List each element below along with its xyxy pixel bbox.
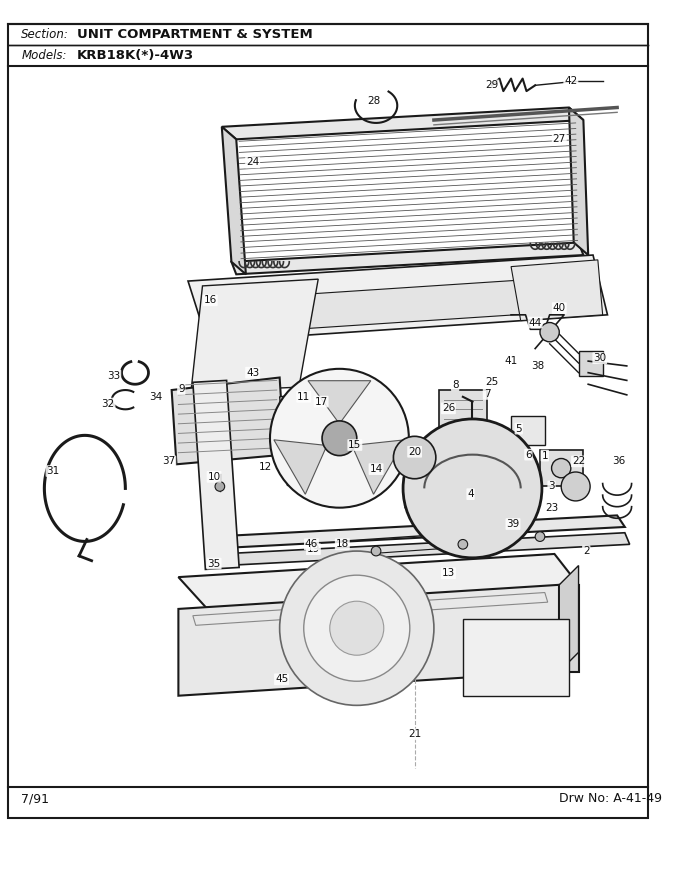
Text: 19: 19 bbox=[307, 544, 320, 554]
Text: 10: 10 bbox=[207, 472, 220, 481]
Text: 2: 2 bbox=[583, 546, 590, 556]
Text: 14: 14 bbox=[369, 464, 383, 474]
Text: 32: 32 bbox=[101, 399, 115, 409]
Circle shape bbox=[551, 458, 571, 478]
Text: 17: 17 bbox=[314, 397, 328, 407]
Text: 12: 12 bbox=[258, 462, 272, 473]
Circle shape bbox=[403, 419, 542, 558]
Circle shape bbox=[270, 368, 409, 507]
Text: 7/91: 7/91 bbox=[21, 792, 49, 805]
Polygon shape bbox=[178, 585, 559, 696]
Text: 25: 25 bbox=[485, 377, 498, 387]
Text: 40: 40 bbox=[553, 303, 566, 313]
Polygon shape bbox=[220, 533, 630, 565]
Circle shape bbox=[371, 546, 381, 556]
Text: 7: 7 bbox=[483, 389, 490, 399]
Text: 38: 38 bbox=[532, 361, 545, 371]
Text: 42: 42 bbox=[564, 77, 577, 86]
Text: 21: 21 bbox=[408, 729, 421, 740]
Polygon shape bbox=[559, 565, 579, 672]
Text: 37: 37 bbox=[162, 457, 175, 466]
Text: 23: 23 bbox=[545, 503, 558, 513]
Text: 3: 3 bbox=[548, 481, 555, 491]
Text: 6: 6 bbox=[525, 449, 532, 459]
Text: 8: 8 bbox=[452, 380, 458, 390]
Circle shape bbox=[279, 551, 434, 706]
Polygon shape bbox=[178, 554, 579, 609]
Text: 44: 44 bbox=[528, 318, 542, 328]
Text: UNIT COMPARTMENT & SYSTEM: UNIT COMPARTMENT & SYSTEM bbox=[77, 28, 313, 41]
Text: 35: 35 bbox=[207, 559, 221, 569]
Polygon shape bbox=[212, 276, 588, 334]
Circle shape bbox=[394, 436, 436, 479]
Polygon shape bbox=[569, 108, 588, 255]
Text: 30: 30 bbox=[593, 353, 607, 363]
Text: 34: 34 bbox=[150, 392, 163, 401]
Text: 24: 24 bbox=[246, 158, 259, 167]
Text: 5: 5 bbox=[515, 424, 522, 433]
Text: 33: 33 bbox=[107, 370, 120, 381]
Text: 1: 1 bbox=[541, 450, 548, 461]
Text: 41: 41 bbox=[505, 356, 517, 366]
Polygon shape bbox=[279, 390, 355, 486]
Text: 15: 15 bbox=[348, 440, 362, 450]
Polygon shape bbox=[222, 108, 583, 140]
Polygon shape bbox=[511, 260, 602, 320]
Polygon shape bbox=[274, 440, 327, 494]
Circle shape bbox=[304, 575, 410, 681]
Polygon shape bbox=[193, 380, 239, 570]
Text: Drw No: A-41-49: Drw No: A-41-49 bbox=[559, 792, 662, 805]
Text: 39: 39 bbox=[507, 519, 520, 529]
Text: 11: 11 bbox=[297, 392, 310, 401]
Text: 29: 29 bbox=[485, 80, 498, 90]
Polygon shape bbox=[171, 377, 284, 465]
Ellipse shape bbox=[316, 409, 364, 467]
Circle shape bbox=[458, 539, 468, 549]
Text: 36: 36 bbox=[613, 457, 626, 466]
Text: 43: 43 bbox=[246, 368, 259, 377]
Polygon shape bbox=[222, 126, 246, 274]
Text: KRB18K(*)-4W3: KRB18K(*)-4W3 bbox=[77, 49, 194, 62]
Text: 46: 46 bbox=[305, 539, 318, 549]
Text: 27: 27 bbox=[553, 134, 566, 144]
Bar bbox=[540, 449, 583, 487]
Circle shape bbox=[215, 481, 224, 491]
Polygon shape bbox=[352, 440, 405, 494]
Circle shape bbox=[322, 421, 357, 456]
Polygon shape bbox=[231, 242, 583, 274]
Text: 31: 31 bbox=[46, 466, 60, 476]
Text: 26: 26 bbox=[442, 403, 455, 413]
Circle shape bbox=[540, 322, 559, 342]
Polygon shape bbox=[188, 255, 607, 342]
Polygon shape bbox=[308, 381, 371, 424]
Text: 9: 9 bbox=[178, 384, 184, 394]
Circle shape bbox=[561, 472, 590, 501]
Bar bbox=[579, 352, 602, 376]
Bar bbox=[463, 619, 569, 696]
Text: 16: 16 bbox=[203, 295, 217, 305]
Bar bbox=[439, 390, 487, 431]
Text: 4: 4 bbox=[467, 490, 474, 499]
Circle shape bbox=[535, 532, 545, 541]
Text: 22: 22 bbox=[572, 457, 585, 466]
Polygon shape bbox=[212, 515, 625, 548]
Text: 28: 28 bbox=[367, 96, 381, 106]
Text: 18: 18 bbox=[336, 539, 349, 549]
Text: 13: 13 bbox=[442, 568, 455, 579]
Polygon shape bbox=[191, 279, 318, 392]
Text: Models:: Models: bbox=[21, 49, 67, 62]
Text: 20: 20 bbox=[408, 447, 421, 457]
Text: 45: 45 bbox=[275, 675, 288, 684]
Text: Section:: Section: bbox=[21, 28, 69, 41]
Polygon shape bbox=[559, 585, 579, 672]
Circle shape bbox=[330, 602, 384, 655]
Bar bbox=[511, 416, 545, 445]
